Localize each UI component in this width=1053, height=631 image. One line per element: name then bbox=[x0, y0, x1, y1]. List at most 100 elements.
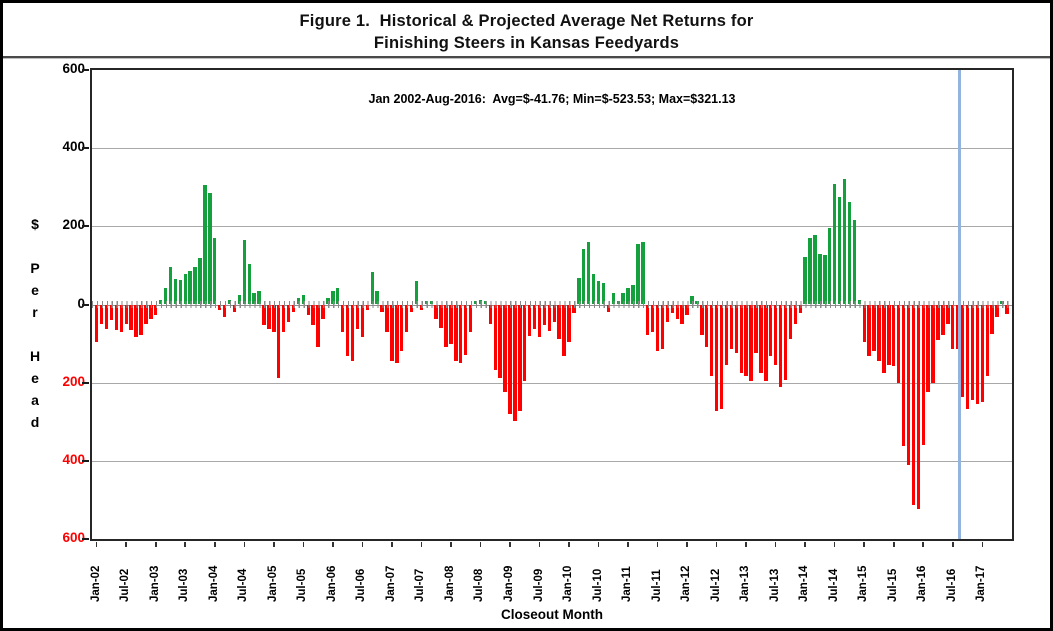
y-tick-mark bbox=[82, 69, 89, 71]
gridline bbox=[92, 382, 1012, 384]
net-return-bar bbox=[488, 304, 492, 325]
net-return-bar bbox=[636, 243, 640, 305]
net-return-bar bbox=[119, 304, 123, 333]
zero-axis-month-ticks bbox=[92, 301, 1012, 308]
net-return-bar bbox=[828, 227, 832, 305]
net-return-bar bbox=[493, 304, 497, 370]
net-return-bar bbox=[390, 304, 394, 362]
x-tick-mark bbox=[627, 542, 629, 547]
x-tick-mark bbox=[981, 542, 984, 547]
net-return-bar bbox=[178, 280, 183, 305]
net-return-bar bbox=[355, 304, 360, 329]
net-return-bar bbox=[281, 304, 286, 333]
net-return-bar bbox=[306, 304, 310, 316]
net-return-bar bbox=[641, 241, 645, 305]
net-return-bar bbox=[660, 304, 665, 350]
x-tick-label: Jan-07 bbox=[384, 565, 397, 602]
net-return-bar bbox=[887, 304, 891, 365]
x-axis-title: Closeout Month bbox=[501, 607, 603, 622]
net-return-bar bbox=[931, 304, 935, 384]
x-tick-label: Jan-11 bbox=[621, 566, 634, 602]
x-tick-mark bbox=[804, 542, 806, 547]
net-return-bar bbox=[754, 304, 758, 353]
net-return-bar bbox=[208, 193, 212, 305]
gridline bbox=[92, 460, 1012, 462]
x-tick-label: Jul-08 bbox=[473, 568, 486, 602]
net-return-bar bbox=[404, 304, 409, 333]
net-return-bar bbox=[537, 304, 542, 338]
net-return-bar bbox=[562, 304, 566, 357]
net-return-bar bbox=[316, 304, 320, 348]
net-return-bar bbox=[744, 304, 748, 377]
x-tick-mark bbox=[125, 542, 127, 547]
net-return-bar bbox=[749, 304, 753, 382]
x-tick-label: Jan-17 bbox=[975, 565, 988, 602]
net-return-bar bbox=[291, 304, 296, 312]
net-return-bar bbox=[527, 304, 532, 336]
net-return-bar bbox=[985, 304, 989, 377]
net-return-bar bbox=[611, 292, 615, 305]
y-tick-label: 0 bbox=[41, 296, 85, 311]
x-tick-label: Jan-16 bbox=[916, 565, 929, 602]
net-return-bar bbox=[729, 304, 734, 350]
net-return-bar bbox=[183, 274, 187, 305]
net-return-bar bbox=[547, 304, 552, 331]
net-return-bar bbox=[847, 202, 852, 305]
y-tick-label: 600 bbox=[62, 61, 85, 76]
y-tick-label: 600 bbox=[62, 530, 85, 545]
net-return-bar bbox=[906, 304, 911, 466]
x-tick-mark bbox=[154, 542, 157, 547]
y-tick-mark bbox=[82, 303, 89, 306]
net-return-bar bbox=[464, 304, 468, 355]
net-return-bar bbox=[705, 304, 709, 348]
net-return-bar bbox=[946, 304, 950, 324]
x-tick-label: Jan-10 bbox=[562, 565, 575, 602]
net-return-bar bbox=[149, 304, 153, 319]
net-return-bar bbox=[739, 304, 743, 374]
plot-canvas: Jan 2002-Aug-2016: Avg=$-41.76; Min=$-52… bbox=[92, 70, 1012, 539]
net-return-bar bbox=[975, 304, 980, 405]
net-return-bar bbox=[970, 304, 975, 401]
net-return-bar bbox=[665, 304, 670, 323]
net-return-bar bbox=[626, 287, 630, 305]
net-return-bar bbox=[896, 304, 901, 384]
x-tick-mark bbox=[332, 542, 334, 547]
net-return-bar bbox=[808, 238, 812, 305]
net-return-bar bbox=[331, 291, 335, 305]
x-tick-label: Jul-09 bbox=[532, 568, 545, 602]
net-return-bar bbox=[193, 267, 197, 305]
net-return-bar bbox=[1005, 304, 1009, 315]
net-return-bar bbox=[124, 304, 128, 324]
net-return-bar bbox=[311, 304, 315, 326]
net-return-bar bbox=[773, 304, 778, 365]
y-tick-label: 400 bbox=[62, 139, 85, 155]
projection-divider-line bbox=[958, 70, 961, 539]
x-tick-label: Jan-12 bbox=[680, 565, 693, 602]
net-return-bar bbox=[621, 292, 625, 305]
y-tick-label: 200 bbox=[62, 217, 85, 233]
net-return-bar bbox=[168, 267, 173, 305]
net-return-bar bbox=[542, 304, 547, 326]
x-tick-label: Jul-13 bbox=[768, 568, 781, 602]
x-tick-mark bbox=[863, 542, 865, 547]
net-return-bar bbox=[380, 304, 384, 312]
x-tick-label: Jul-10 bbox=[591, 568, 604, 602]
net-return-bar bbox=[803, 257, 807, 305]
net-return-bar bbox=[144, 304, 148, 324]
net-return-bar bbox=[724, 304, 729, 365]
net-return-bar bbox=[129, 304, 133, 331]
x-tick-label: Jan-13 bbox=[739, 565, 752, 602]
x-tick-mark bbox=[450, 542, 452, 547]
net-return-bar bbox=[272, 304, 276, 333]
net-return-bar bbox=[252, 292, 256, 305]
net-return-bar bbox=[139, 304, 143, 336]
net-return-bar bbox=[154, 304, 158, 316]
x-tick-mark bbox=[538, 542, 541, 547]
x-tick-mark bbox=[213, 542, 216, 547]
net-return-bar bbox=[301, 294, 306, 305]
net-return-bar bbox=[99, 304, 104, 324]
x-tick-mark bbox=[656, 542, 659, 547]
net-return-bar bbox=[385, 304, 389, 333]
x-tick-label: Jul-02 bbox=[119, 568, 132, 602]
